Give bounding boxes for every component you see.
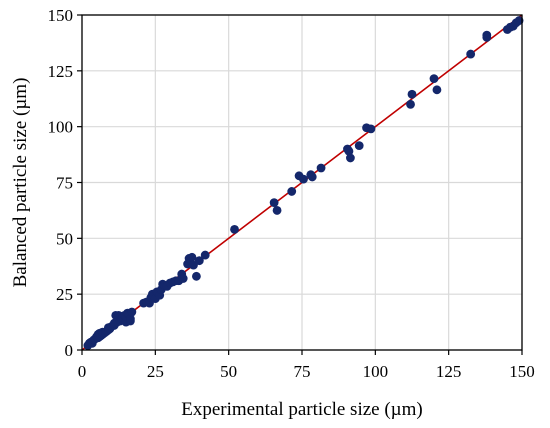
- data-point: [514, 16, 524, 25]
- data-point: [316, 163, 326, 173]
- x-tick-label: 150: [509, 362, 535, 381]
- y-axis-title: Balanced particle size (µm): [10, 78, 31, 288]
- data-point: [127, 307, 137, 317]
- data-point: [230, 225, 239, 234]
- x-tick-label: 100: [363, 362, 389, 381]
- y-tick-label: 25: [56, 285, 73, 304]
- y-tick-label: 100: [48, 118, 74, 137]
- data-point: [192, 271, 201, 281]
- data-point: [429, 74, 439, 84]
- data-point: [125, 316, 135, 326]
- data-point: [366, 124, 376, 134]
- data-point: [194, 256, 204, 266]
- data-point: [344, 146, 354, 156]
- x-tick-label: 75: [294, 362, 311, 381]
- x-tick-label: 50: [220, 362, 237, 381]
- x-tick-label: 0: [78, 362, 87, 381]
- y-tick-label: 75: [56, 174, 73, 193]
- y-tick-label: 0: [65, 341, 74, 360]
- data-point: [432, 85, 442, 95]
- data-point: [406, 99, 415, 109]
- data-point: [287, 187, 297, 196]
- data-point: [307, 172, 317, 182]
- data-point: [272, 206, 282, 215]
- y-tick-label: 50: [56, 229, 73, 248]
- x-axis-ticks: 0 25 50 75 100 125 150: [78, 350, 535, 381]
- data-point: [187, 252, 197, 262]
- data-point: [354, 141, 364, 151]
- y-axis-ticks: 0 25 50 75 100 125 150: [48, 6, 82, 360]
- data-point: [482, 32, 492, 42]
- data-point: [269, 198, 279, 208]
- y-tick-label: 125: [48, 62, 74, 81]
- y-tick-label: 150: [48, 6, 74, 25]
- data-point: [346, 153, 355, 163]
- x-tick-label: 25: [147, 362, 164, 381]
- data-point: [407, 89, 417, 99]
- data-point: [178, 274, 188, 283]
- x-axis-title: Experimental particle size (µm): [181, 399, 422, 420]
- x-tick-label: 125: [436, 362, 462, 381]
- data-point: [299, 174, 308, 184]
- data-points: [83, 16, 524, 350]
- data-point: [200, 250, 210, 260]
- data-point: [466, 49, 476, 59]
